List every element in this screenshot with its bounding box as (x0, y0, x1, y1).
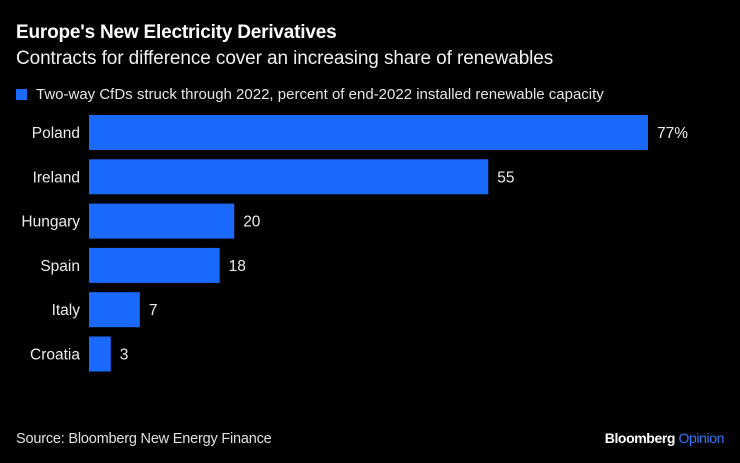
bar-croatia (89, 336, 111, 372)
source-note: Source: Bloomberg New Energy Finance (16, 431, 272, 447)
brand-main: Bloomberg (604, 430, 676, 446)
category-label: Spain (40, 258, 80, 275)
brand-logo: Bloomberg Opinion (604, 430, 725, 446)
bar-poland (89, 115, 648, 150)
legend: Two-way CfDs struck through 2022, percen… (16, 86, 604, 103)
category-label: Poland (32, 125, 80, 142)
category-label: Ireland (33, 169, 80, 186)
data-label: 7 (149, 302, 158, 319)
category-label: Italy (52, 302, 81, 319)
brand-accent: Opinion (678, 430, 725, 446)
data-label: 20 (243, 214, 261, 231)
data-label: 18 (229, 258, 246, 275)
legend-label: Two-way CfDs struck through 2022, percen… (36, 86, 604, 103)
category-label: Croatia (30, 347, 80, 364)
data-label: 55 (497, 169, 514, 186)
bar-italy (89, 292, 140, 328)
bar-ireland (89, 159, 489, 195)
bar-spain (89, 247, 220, 283)
category-label: Hungary (21, 214, 80, 231)
legend-swatch (16, 89, 27, 100)
chart-title: Europe's New Electricity Derivatives (16, 22, 337, 43)
data-label: 77% (657, 125, 688, 142)
chart-subtitle: Contracts for difference cover an increa… (16, 48, 554, 69)
data-label: 3 (120, 347, 129, 364)
bar-hungary (89, 203, 235, 239)
